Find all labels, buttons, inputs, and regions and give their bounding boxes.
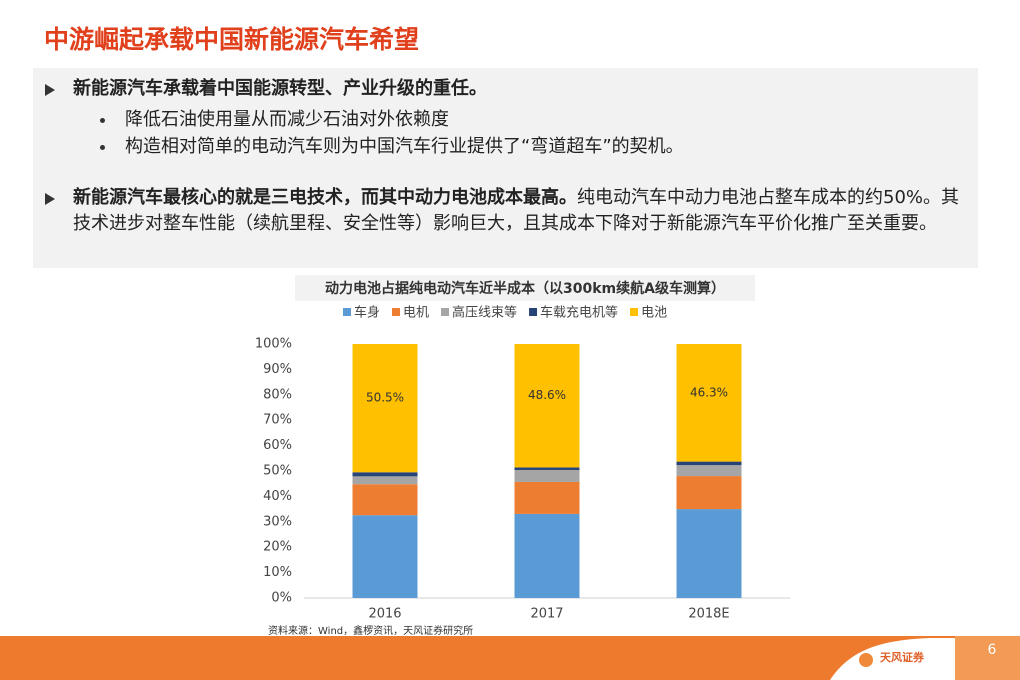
legend-swatch — [630, 308, 639, 316]
legend-swatch — [392, 308, 401, 316]
logo-text: 天风证券 — [880, 650, 925, 664]
bar-segment — [514, 469, 580, 482]
chart-title: 动力电池占据纯电动汽车近半成本（以300km续航A级车测算） — [325, 280, 725, 297]
bar-segment — [676, 344, 742, 462]
bullet-text: 新能源汽车最核心的就是三电技术，而其中动力电池成本最高。 — [73, 187, 577, 208]
sub-bullet: 降低石油使用量从而减少石油对外依赖度 — [33, 107, 449, 133]
y-tick-label: 70% — [263, 413, 292, 428]
y-tick-label: 90% — [263, 362, 292, 377]
bullet-text: 新能源汽车承载着中国能源转型、产业升级的重任。 — [73, 78, 487, 99]
y-tick-label: 40% — [263, 489, 292, 504]
sub-bullet-dot — [100, 118, 105, 123]
legend-swatch — [343, 308, 351, 316]
legend-swatch — [529, 308, 538, 316]
legend-label: 电池 — [641, 306, 667, 321]
bar-segment — [514, 513, 580, 598]
legend-label: 电机 — [403, 306, 429, 321]
legend-swatch — [441, 308, 450, 316]
x-tick-label: 2017 — [530, 607, 563, 622]
data-label: 48.6% — [528, 388, 566, 402]
bullet-text: 纯电动汽车中动力电池占整车成本的约50%。其技术进步对整车性能（续航里程、安全性… — [73, 187, 960, 234]
sub-bullet-text: 降低石油使用量从而减少石油对外依赖度 — [125, 109, 449, 130]
legend-label: 高压线束等 — [452, 305, 517, 321]
data-label: 50.5% — [366, 391, 404, 405]
text-box: 新能源汽车承载着中国能源转型、产业升级的重任。降低石油使用量从而减少石油对外依赖… — [33, 68, 978, 268]
bar-segment — [676, 509, 742, 598]
bar-segment — [676, 461, 742, 466]
legend-label: 车身 — [354, 305, 380, 321]
data-label: 46.3% — [690, 385, 728, 399]
bullet: 新能源汽车最核心的就是三电技术，而其中动力电池成本最高。纯电动汽车中动力电池占整… — [33, 185, 968, 237]
x-tick-label: 2016 — [368, 607, 401, 622]
y-tick-label: 50% — [263, 464, 292, 479]
sub-bullet-text: 构造相对简单的电动汽车则为中国汽车行业提供了“弯道超车”的契机。 — [125, 136, 684, 157]
bar-segment — [352, 344, 418, 473]
y-tick-label: 60% — [263, 438, 292, 453]
bar-segment — [676, 476, 742, 510]
bullet: 新能源汽车承载着中国能源转型、产业升级的重任。 — [33, 76, 968, 102]
bar-segment — [352, 484, 418, 516]
bar-segment — [676, 465, 742, 477]
bar-segment — [514, 344, 580, 468]
page-number: 6 — [988, 642, 997, 658]
bullet-arrow — [45, 84, 55, 96]
bar-segment — [514, 481, 580, 514]
chart-title-bg — [295, 275, 755, 301]
y-tick-label: 80% — [263, 387, 292, 402]
bar-segment — [514, 467, 580, 470]
y-tick-label: 20% — [263, 540, 292, 555]
bullet-arrow — [45, 193, 55, 205]
sub-bullet: 构造相对简单的电动汽车则为中国汽车行业提供了“弯道超车”的契机。 — [33, 134, 684, 160]
bar-segment — [352, 476, 418, 485]
bar-segment — [352, 472, 418, 477]
bar-segment — [352, 515, 418, 598]
slide-title: 中游崛起承载中国新能源汽车希望 — [44, 25, 420, 54]
y-tick-label: 10% — [263, 565, 292, 580]
y-tick-label: 0% — [271, 591, 292, 606]
y-tick-label: 100% — [255, 337, 292, 352]
y-tick-label: 30% — [263, 514, 292, 529]
x-tick-label: 2018E — [688, 607, 729, 622]
page-number-bg — [955, 636, 1020, 680]
logo-bg — [830, 638, 955, 680]
legend-label: 车载充电机等 — [540, 305, 618, 321]
logo-icon — [859, 653, 873, 667]
sub-bullet-dot — [100, 145, 105, 150]
source: 资料来源：Wind，鑫椤资讯，天风证券研究所 — [268, 624, 473, 637]
